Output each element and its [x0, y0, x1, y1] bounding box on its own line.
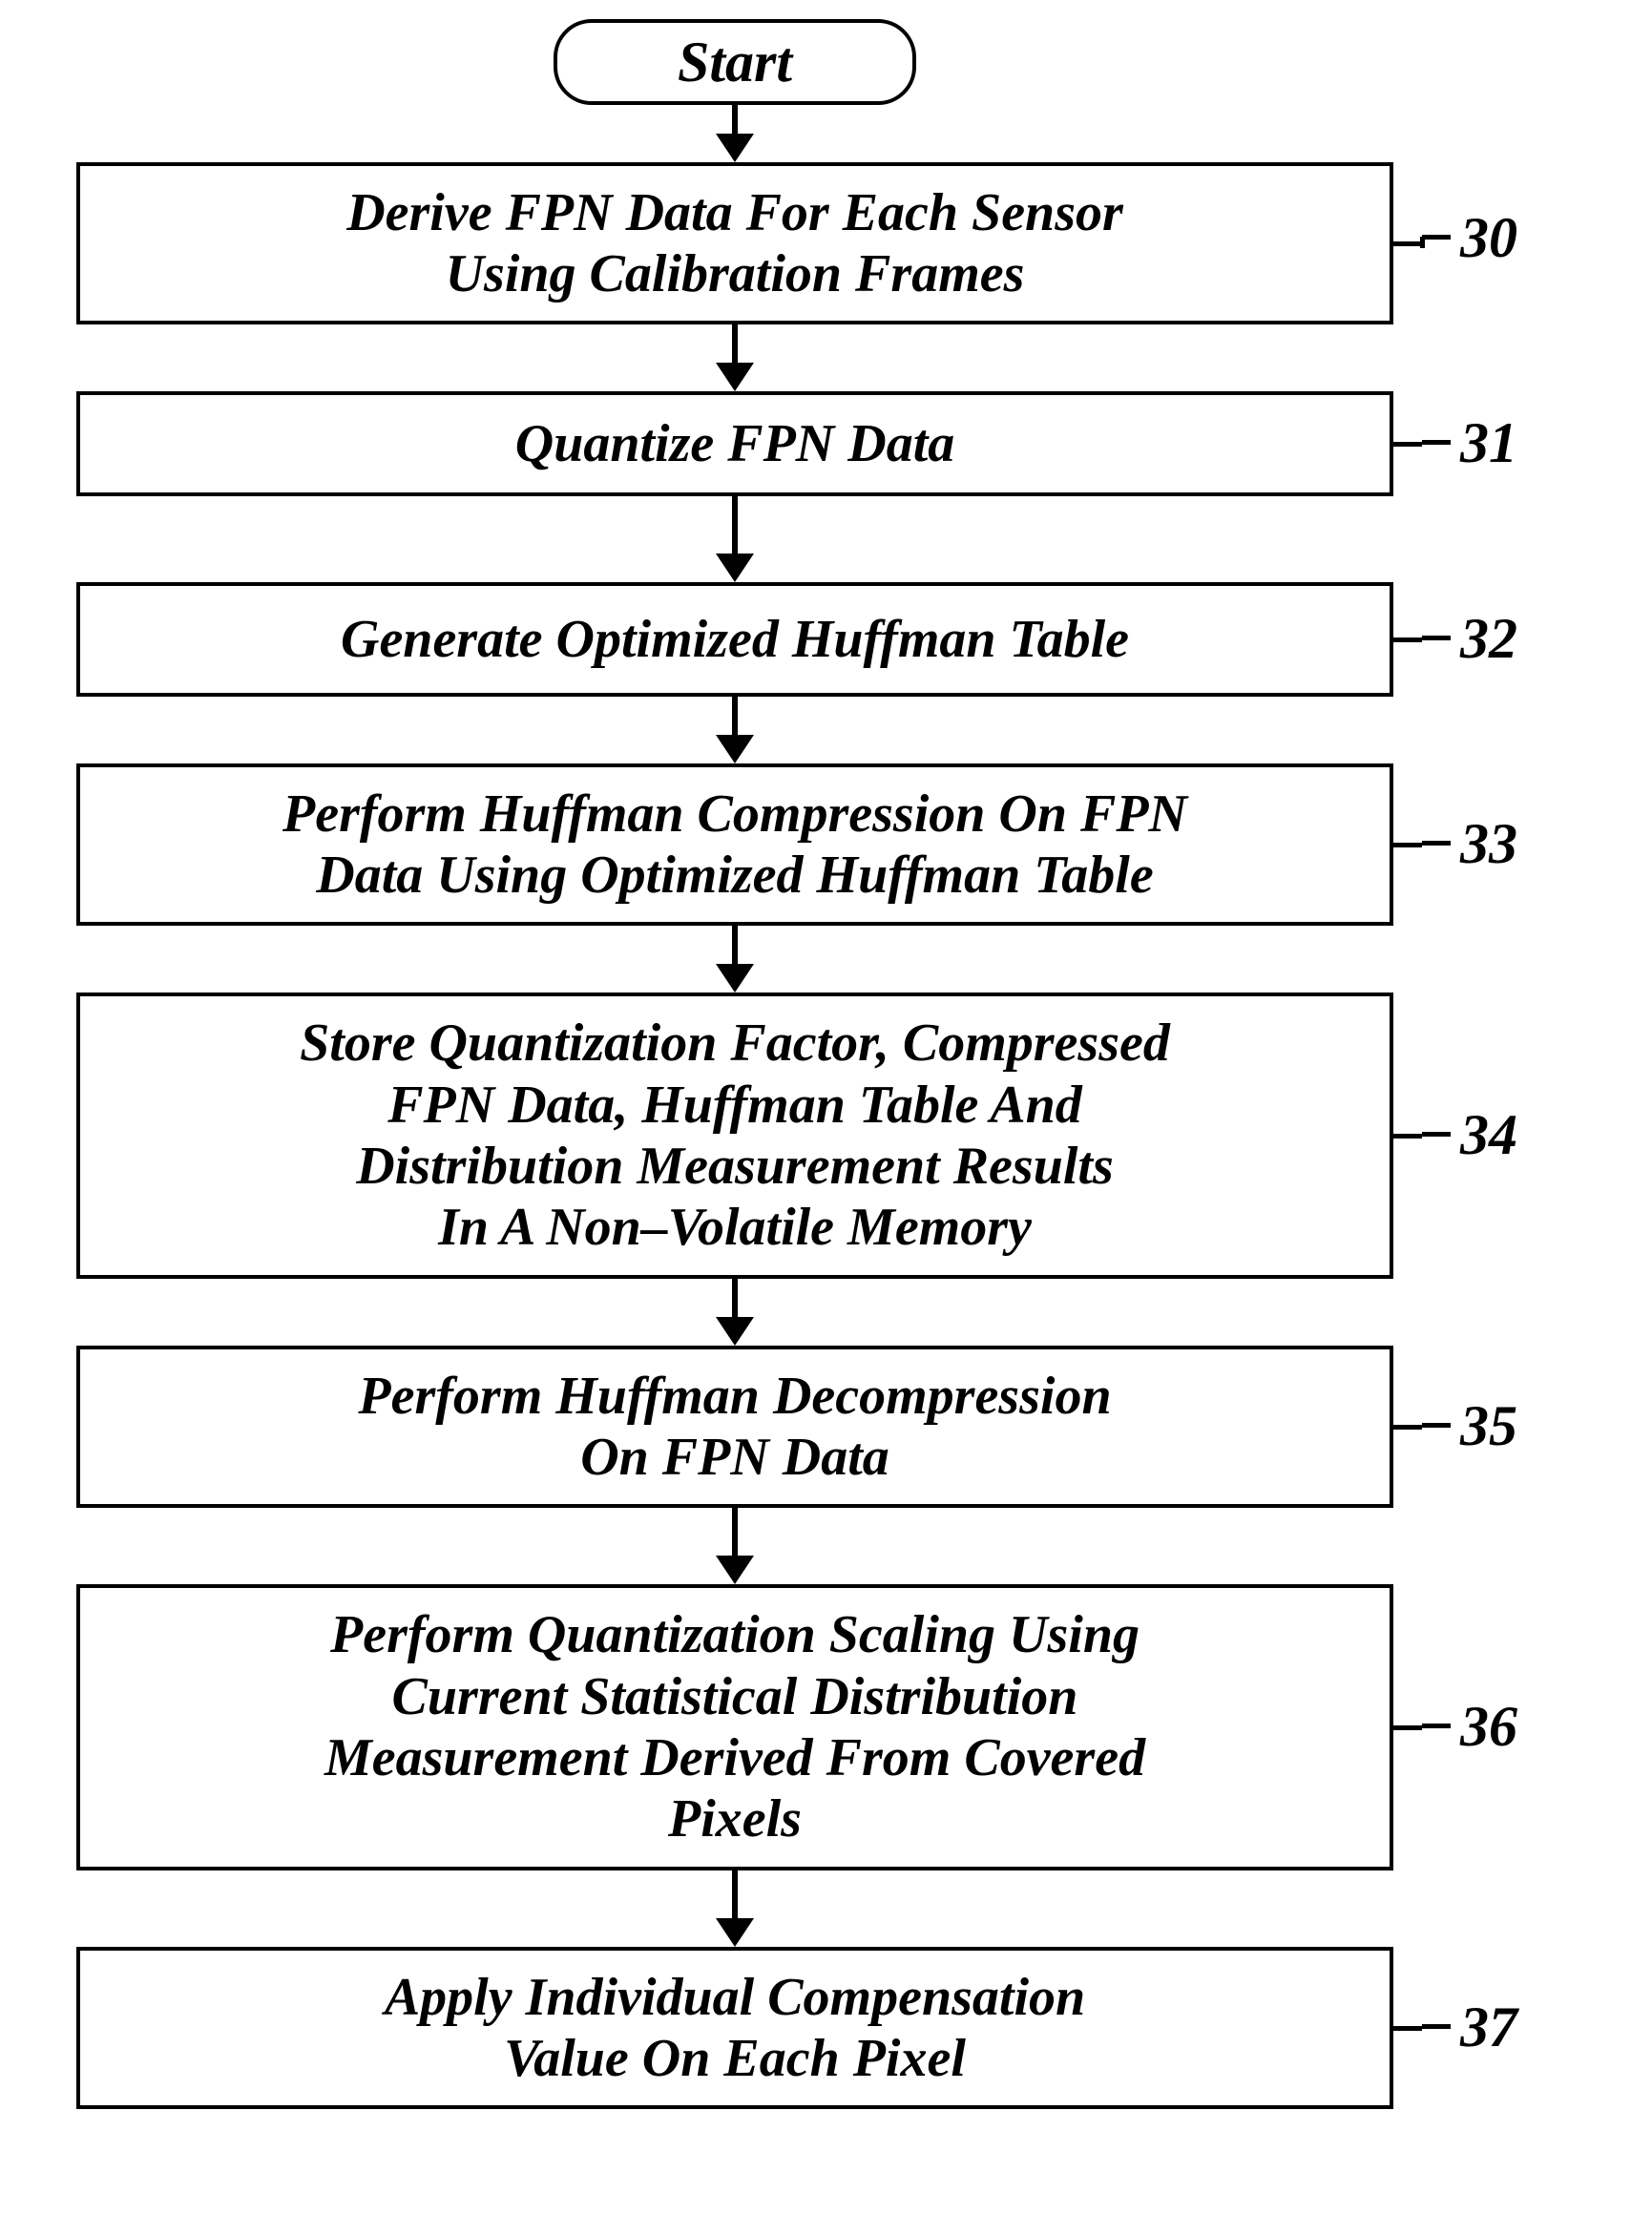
- flow-arrow-5-head: [716, 1317, 754, 1346]
- ref-connector-34-h2: [1422, 1132, 1451, 1137]
- ref-connector-30-h1: [1393, 241, 1422, 246]
- ref-connector-36-h2: [1422, 1724, 1451, 1728]
- flow-arrow-7-shaft: [732, 1870, 738, 1918]
- ref-connector-36-h1: [1393, 1725, 1422, 1730]
- ref-connector-30-h2: [1422, 235, 1451, 240]
- flow-arrow-6-shaft: [732, 1508, 738, 1556]
- ref-label-34: 34: [1460, 1102, 1517, 1168]
- ref-connector-37-h2: [1422, 2024, 1451, 2029]
- flow-arrow-3-head: [716, 735, 754, 763]
- flow-arrow-7-head: [716, 1918, 754, 1947]
- flowchart-canvas: Start Derive FPN Data For Each SensorUsin…: [0, 0, 1652, 2215]
- process-box-31: Quantize FPN Data: [76, 391, 1393, 496]
- process-box-36: Perform Quantization Scaling UsingCurren…: [76, 1584, 1393, 1870]
- ref-connector-35-h2: [1422, 1423, 1451, 1428]
- flow-arrow-3-shaft: [732, 697, 738, 735]
- ref-label-35: 35: [1460, 1393, 1517, 1459]
- ref-connector-32-h2: [1422, 636, 1451, 640]
- ref-connector-34-h1: [1393, 1134, 1422, 1139]
- ref-connector-32-h1: [1393, 637, 1422, 642]
- flow-arrow-6-head: [716, 1556, 754, 1584]
- process-box-33: Perform Huffman Compression On FPNData U…: [76, 763, 1393, 926]
- flow-arrow-5-shaft: [732, 1279, 738, 1317]
- ref-connector-37-h1: [1393, 2026, 1422, 2031]
- ref-label-31: 31: [1460, 410, 1517, 476]
- ref-connector-33-h1: [1393, 843, 1422, 847]
- ref-connector-35-h1: [1393, 1425, 1422, 1430]
- flow-arrow-4-shaft: [732, 926, 738, 964]
- process-box-32: Generate Optimized Huffman Table: [76, 582, 1393, 697]
- flow-arrow-1-shaft: [732, 324, 738, 363]
- flow-arrow-0-shaft: [732, 105, 738, 134]
- flow-arrow-0-head: [716, 134, 754, 162]
- ref-label-30: 30: [1460, 205, 1517, 271]
- ref-label-32: 32: [1460, 606, 1517, 672]
- ref-label-37: 37: [1460, 1995, 1517, 2060]
- ref-connector-33-h2: [1422, 841, 1451, 846]
- flow-arrow-2-shaft: [732, 496, 738, 554]
- ref-label-36: 36: [1460, 1694, 1517, 1760]
- flow-arrow-4-head: [716, 964, 754, 993]
- process-box-37: Apply Individual CompensationValue On Ea…: [76, 1947, 1393, 2109]
- ref-label-33: 33: [1460, 811, 1517, 877]
- flow-arrow-1-head: [716, 363, 754, 391]
- flow-arrow-2-head: [716, 554, 754, 582]
- ref-connector-31-h2: [1422, 440, 1451, 445]
- start-node: Start: [554, 19, 916, 105]
- ref-connector-31-h1: [1393, 442, 1422, 447]
- process-box-35: Perform Huffman DecompressionOn FPN Data: [76, 1346, 1393, 1508]
- process-box-30: Derive FPN Data For Each SensorUsing Cal…: [76, 162, 1393, 324]
- process-box-34: Store Quantization Factor, CompressedFPN…: [76, 993, 1393, 1279]
